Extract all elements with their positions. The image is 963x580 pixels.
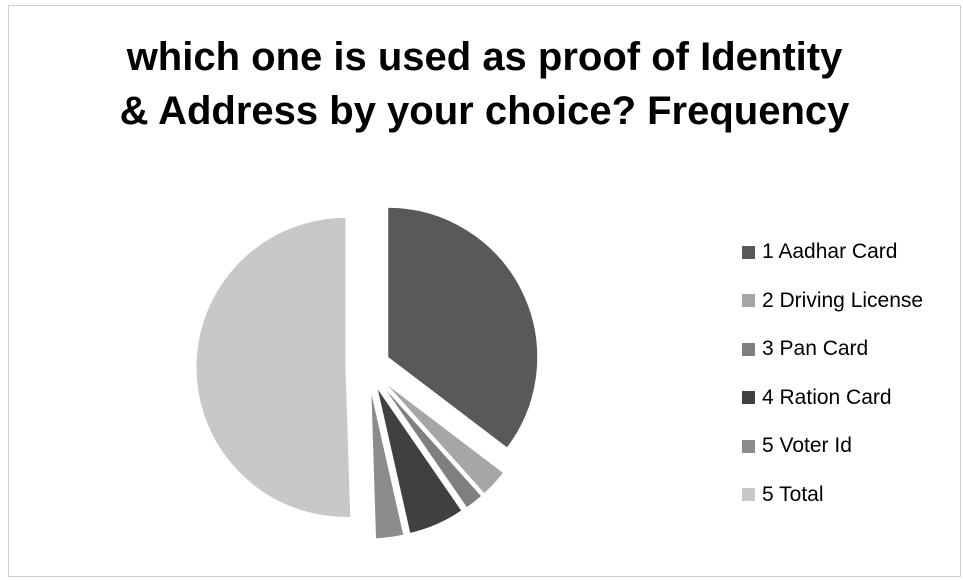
legend-swatch — [742, 245, 755, 259]
legend-swatch — [742, 488, 755, 502]
legend-item: 5 Total — [742, 471, 923, 520]
pie-slice-5-voter-id — [370, 388, 405, 540]
legend-swatch — [742, 391, 755, 405]
legend-item: 2 Driving License — [742, 277, 923, 326]
pie-slice-3-pan-card — [381, 383, 483, 509]
chart-legend: 1 Aadhar Card 2 Driving License 3 Pan Card… — [742, 228, 923, 519]
pie-slice-4-ration-card — [376, 386, 463, 535]
legend-label: 1 Aadhar Card — [762, 240, 898, 264]
legend-swatch — [742, 342, 755, 356]
legend-label: 3 Pan Card — [762, 337, 869, 361]
legend-label: 2 Driving License — [762, 288, 924, 312]
legend-item: 1 Aadhar Card — [742, 228, 923, 277]
pie-slice-2-driving-license — [383, 381, 505, 495]
chart-title-line-2: & Address by your choice? Frequency — [119, 89, 850, 133]
legend-item: 3 Pan Card — [742, 325, 923, 374]
pie-slice-1-aadhar-card — [387, 206, 539, 449]
legend-swatch — [742, 439, 755, 453]
legend-swatch — [742, 294, 755, 308]
legend-label: 4 Ration Card — [762, 385, 892, 409]
chart-title-line-1: which one is used as proof of Identity — [126, 35, 843, 79]
pie-slice-5-total — [195, 216, 352, 518]
legend-item: 4 Ration Card — [742, 374, 923, 423]
legend-label: 5 Total — [762, 482, 824, 506]
legend-item: 5 Voter Id — [742, 422, 923, 471]
chart-title: which one is used as proof of Identity &… — [8, 30, 961, 138]
legend-label: 5 Voter Id — [762, 434, 852, 458]
